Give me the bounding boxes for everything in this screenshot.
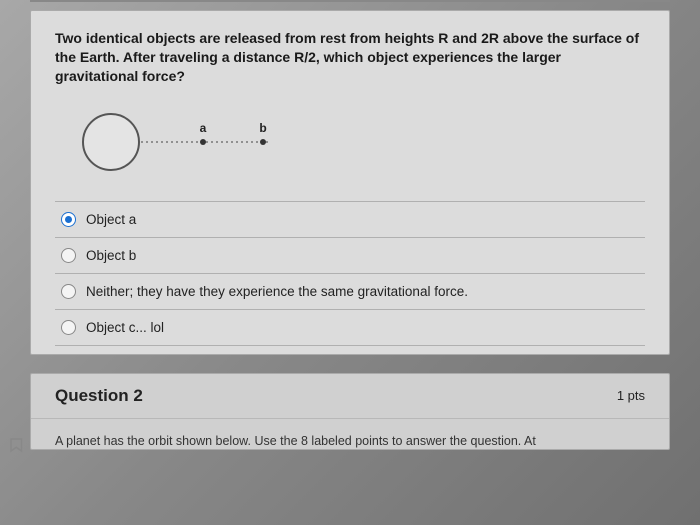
question-2-card: Question 2 1 pts A planet has the orbit … xyxy=(30,373,670,450)
option-row-c[interactable]: Object c... lol xyxy=(55,309,645,346)
option-row-a[interactable]: Object a xyxy=(55,201,645,237)
svg-text:a: a xyxy=(200,121,207,135)
question-1-prompt: Two identical objects are released from … xyxy=(55,29,645,86)
option-label: Object a xyxy=(86,212,136,227)
question-2-body: A planet has the orbit shown below. Use … xyxy=(31,419,669,449)
option-label: Object b xyxy=(86,248,136,263)
svg-text:b: b xyxy=(259,121,266,135)
option-label: Object c... lol xyxy=(86,320,164,335)
question-1-options: Object a Object b Neither; they have the… xyxy=(55,201,645,346)
question-1-diagram: a b xyxy=(73,104,645,179)
question-2-header: Question 2 1 pts xyxy=(31,374,669,419)
bookmark-icon[interactable] xyxy=(8,436,26,454)
diagram-svg: a b xyxy=(73,104,313,174)
radio-icon[interactable] xyxy=(61,284,76,299)
option-label: Neither; they have they experience the s… xyxy=(86,284,468,299)
question-2-points: 1 pts xyxy=(617,388,645,403)
question-1-card: Two identical objects are released from … xyxy=(30,10,670,355)
question-2-title: Question 2 xyxy=(55,386,143,406)
radio-icon[interactable] xyxy=(61,212,76,227)
radio-icon[interactable] xyxy=(61,320,76,335)
radio-icon[interactable] xyxy=(61,248,76,263)
option-row-b[interactable]: Object b xyxy=(55,237,645,273)
option-row-neither[interactable]: Neither; they have they experience the s… xyxy=(55,273,645,309)
